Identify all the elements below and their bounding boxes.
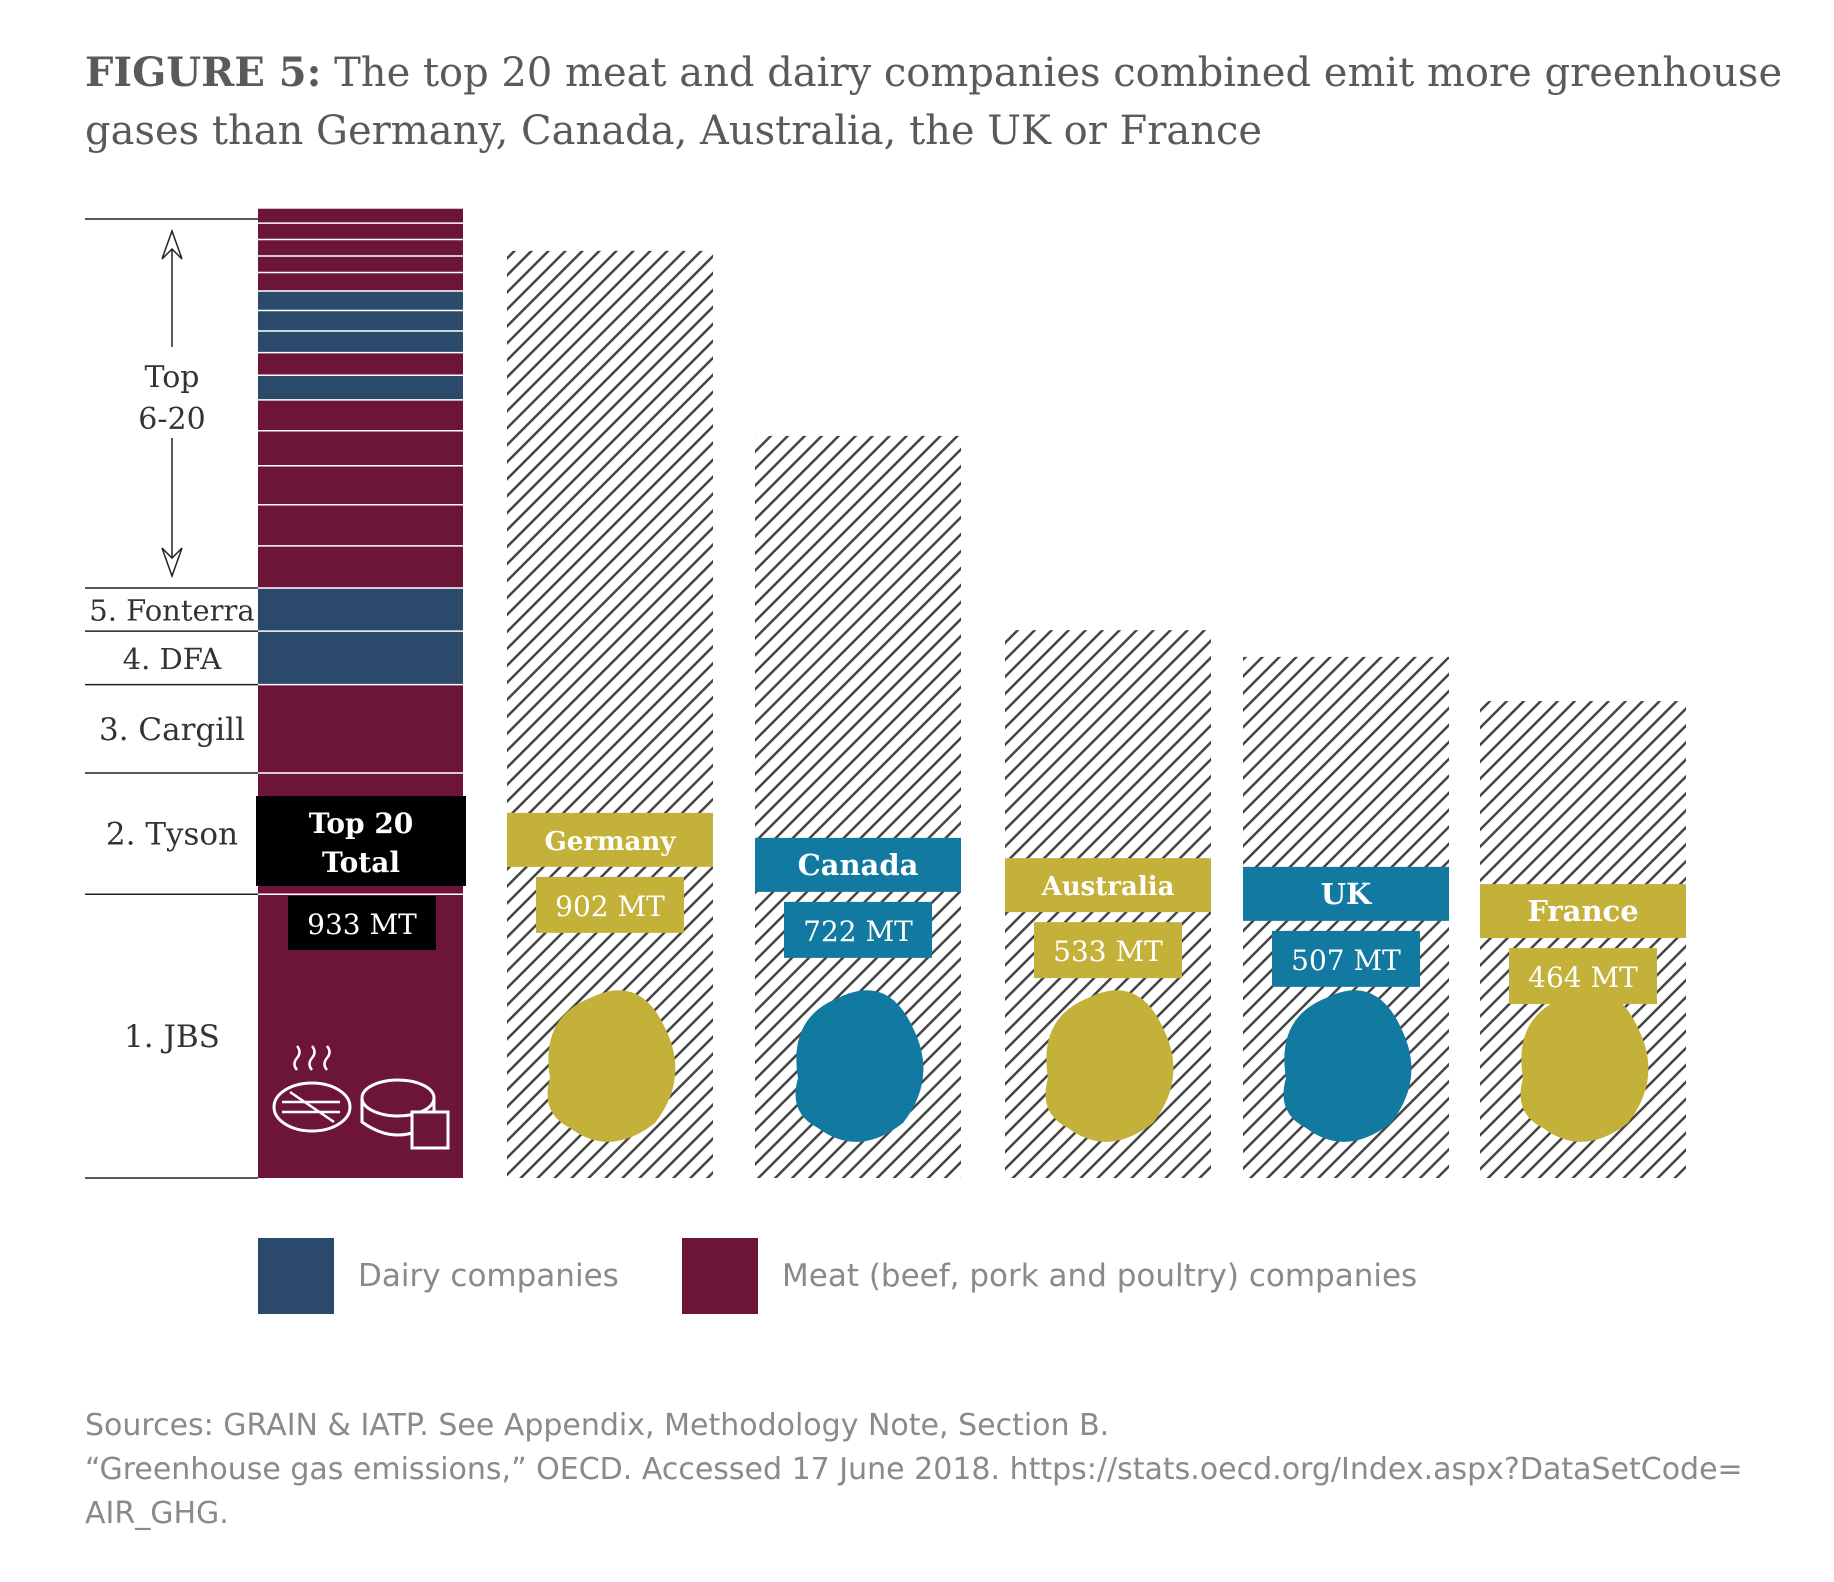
legend-swatch-meat [682,1238,758,1314]
figure-title-text: The top 20 meat and dairy companies comb… [85,50,1783,154]
country-name-uk: UK [1321,877,1373,911]
country-map-icon-germany [547,990,676,1142]
stack-segment-9 [258,430,463,466]
company-label-1-jbs: 1. JBS [124,1019,220,1055]
country-value-australia: 533 MT [1053,935,1163,968]
stack-segment-15 [258,290,463,311]
legend-swatch-dairy [258,1238,334,1314]
country-value-box-canada [784,901,932,958]
country-name-box-australia [1005,858,1211,913]
top20-total-label-box [256,796,466,886]
country-name-box-canada [755,837,961,892]
country-value-canada: 722 MT [803,915,913,948]
top20-total-value-box [288,896,436,950]
stack-segment-10 [258,399,463,431]
company-label-2-tyson: 2. Tyson [106,817,238,853]
sources-line-2: “Greenhouse gas emissions,” OECD. Access… [85,1452,1743,1487]
company-label-5-fonterra: 5. Fonterra [89,594,254,628]
stack-segment-14 [258,310,463,332]
country-name-canada: Canada [798,848,919,882]
steam-icon [293,1045,331,1071]
stack-segment-8 [258,465,463,505]
legend-item-meat: Meat (beef, pork and poultry) companies [682,1238,1417,1314]
country-map-icon-canada [795,990,924,1142]
stack-segment-13 [258,331,463,353]
stack-segment-4-dfa [258,631,463,685]
country-map-icon-france [1520,990,1649,1142]
country-value-box-france [1509,948,1657,1005]
sources-note: Sources: GRAIN & IATP. See Appendix, Met… [85,1404,1785,1536]
bracket-label-top: Top [145,360,200,395]
country-map-icon-uk [1283,990,1412,1142]
top20-total-label-line-1: Top 20 [309,807,414,840]
legend-label-meat: Meat (beef, pork and poultry) companies [782,1258,1418,1294]
stack-segment-18 [258,239,463,257]
country-map-icon-australia [1045,990,1174,1142]
stack-segment-12 [258,352,463,376]
company-label-4-dfa: 4. DFA [123,642,223,676]
stack-segment-11 [258,375,463,400]
country-value-box-australia [1034,922,1182,979]
bracket-label-range: 6-20 [138,402,205,437]
figure-title: FIGURE 5: The top 20 meat and dairy comp… [85,44,1785,160]
stack-segment-20 [258,208,463,224]
stack-segment-7 [258,504,463,546]
cheese-block-icon [410,1110,450,1150]
stack-segment-19 [258,223,463,240]
country-name-germany: Germany [545,827,677,857]
country-value-uk: 507 MT [1291,944,1401,977]
stack-segment-6 [258,545,463,589]
stack-segment-3-cargill [258,684,463,774]
country-value-germany: 902 MT [555,890,665,923]
bracket-arrow-down-head [161,547,183,579]
top20-total-label-line-2: Total [322,846,400,879]
country-value-box-uk [1272,930,1420,987]
country-value-box-germany [536,876,684,933]
country-name-box-france [1480,884,1686,939]
sources-line-3: AIR_GHG. [85,1496,229,1531]
figure-number: FIGURE 5: [85,49,322,96]
legend-item-dairy: Dairy companies [258,1238,619,1314]
top20-total-value: 933 MT [307,908,417,941]
company-label-3-cargill: 3. Cargill [99,712,245,748]
stack-segment-16 [258,272,463,291]
steak-icon [272,1081,352,1133]
steak-icon-marks [282,1090,340,1124]
country-name-france: France [1527,894,1638,928]
bracket-arrow-up-head [161,228,183,260]
country-value-france: 464 MT [1528,961,1638,994]
stack-segment-5-fonterra [258,588,463,632]
stack-segment-17 [258,256,463,273]
sources-line-1: Sources: GRAIN & IATP. See Appendix, Met… [85,1408,1110,1443]
country-name-box-uk [1243,866,1449,921]
meat-dairy-icon [272,1045,450,1150]
country-name-australia: Australia [1041,872,1175,902]
country-name-box-germany [507,812,713,867]
legend-label-dairy: Dairy companies [358,1258,619,1294]
